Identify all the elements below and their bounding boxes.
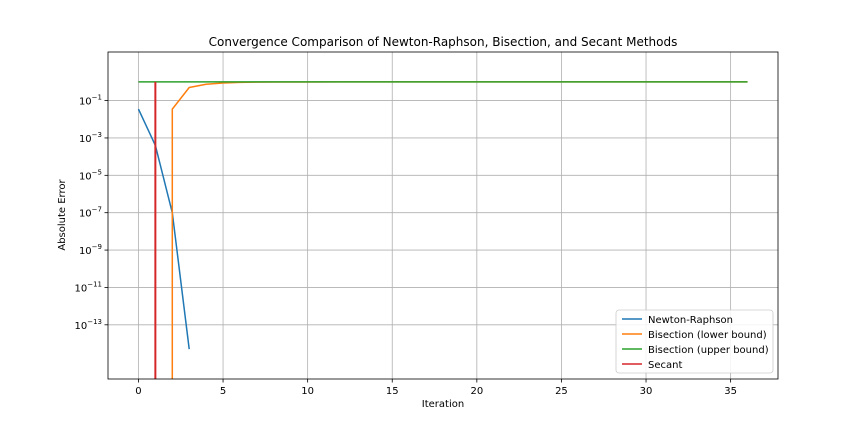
x-axis-label: Iteration — [422, 399, 464, 410]
y-axis-label: Absolute Error — [57, 178, 68, 250]
legend-label-newton: Newton-Raphson — [648, 315, 733, 326]
x-tick-label: 35 — [724, 386, 737, 397]
legend-label-bisection-upper: Bisection (upper bound) — [648, 345, 769, 356]
legend-label-secant: Secant — [648, 360, 682, 371]
legend-box — [615, 309, 774, 374]
series-layer — [137, 81, 748, 379]
x-tick-label: 20 — [470, 386, 483, 397]
x-tick-label: 25 — [555, 386, 568, 397]
x-tick-label: 30 — [640, 386, 653, 397]
chart-title: Convergence Comparison of Newton-Raphson… — [209, 35, 678, 49]
series-line-newton-raphson — [137, 108, 190, 350]
x-tick-label: 10 — [301, 386, 314, 397]
x-tick-label: 15 — [386, 386, 399, 397]
x-tick-label: 0 — [135, 386, 141, 397]
grid — [108, 52, 778, 379]
legend-label-bisection-lower: Bisection (lower bound) — [648, 330, 767, 341]
legend: Newton-Raphson Bisection (lower bound) B… — [615, 309, 774, 374]
plot-frame — [107, 51, 779, 380]
x-tick-label: 5 — [220, 386, 226, 397]
